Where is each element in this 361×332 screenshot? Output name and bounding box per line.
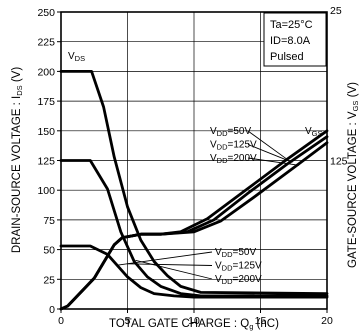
- vds-legend-1: VDD=125V: [215, 261, 262, 273]
- vgs-leader-1: [247, 144, 293, 163]
- y-right-tick-label-25: 25: [330, 5, 342, 17]
- curves: [59, 70, 329, 311]
- conditions-box: Ta=25°C ID=8.0A Pulsed: [263, 12, 327, 67]
- x-tick-label-5: 5: [125, 315, 131, 327]
- vgs-curve-200v: [59, 141, 329, 311]
- condition-drain-current: ID=8.0A: [270, 35, 311, 47]
- y-left-tick-label-75: 75: [43, 215, 55, 227]
- vds-legend-0: VDD=50V: [215, 247, 256, 259]
- y-left-tick-label-250: 250: [37, 7, 55, 19]
- y-left-tick-label-200: 200: [37, 66, 55, 78]
- annotations: VDSVGSVDD=50VVDD=125VVDD=200VVDD=50VVDD=…: [68, 51, 323, 286]
- condition-pulsed: Pulsed: [270, 51, 304, 63]
- vds-series-label: VDS: [68, 51, 85, 63]
- vgs-legend-0: VDD=50V: [210, 126, 251, 138]
- y-left-tick-label-25: 25: [43, 274, 55, 286]
- vds-curve-200v: [59, 70, 329, 295]
- x-axis-title: TOTAL GATE CHARGE : Qg (nC): [109, 318, 279, 331]
- y-left-tick-label-100: 100: [37, 185, 55, 197]
- leader-lines: [118, 130, 300, 280]
- vgs-leader-2: [247, 157, 300, 166]
- vgs-series-label: VGS: [305, 126, 323, 138]
- y-right-tick-label-125: 125: [330, 156, 348, 168]
- grid: [61, 12, 327, 309]
- y-left-tick-label-225: 225: [37, 37, 55, 49]
- vgs-legend-2: VDD=200V: [210, 153, 257, 165]
- vds-leader-2: [135, 259, 213, 280]
- y-axis-left-title: DRAIN-SOURCE VOLTAGE : IDS (V): [11, 67, 24, 254]
- y-left-tick-label-175: 175: [37, 96, 55, 108]
- plot-frame: [60, 11, 328, 310]
- vgs-legend-1: VDD=125V: [210, 140, 257, 152]
- condition-temperature: Ta=25°C: [270, 19, 313, 31]
- x-tick-label-10: 10: [188, 315, 200, 327]
- x-tick-label-20: 20: [321, 315, 333, 327]
- vgs-leader-0: [247, 130, 288, 160]
- y-left-tick-label-125: 125: [37, 156, 55, 168]
- y-left-tick-label-0: 0: [49, 304, 55, 316]
- vds-leader-0: [118, 251, 213, 266]
- vds-legend-2: VDD=200V: [215, 274, 262, 286]
- vds-leader-1: [127, 263, 213, 266]
- x-tick-label-0: 0: [58, 315, 64, 327]
- y-axis-right-title: GATE-SOURCE VOLTAGE : VGS (V): [347, 82, 360, 268]
- y-left-tick-label-150: 150: [37, 126, 55, 138]
- x-tick-label-15: 15: [255, 315, 267, 327]
- y-left-tick-label-50: 50: [43, 245, 55, 257]
- vds-curve-125v: [59, 159, 329, 298]
- vds-curve-50v: [59, 244, 329, 299]
